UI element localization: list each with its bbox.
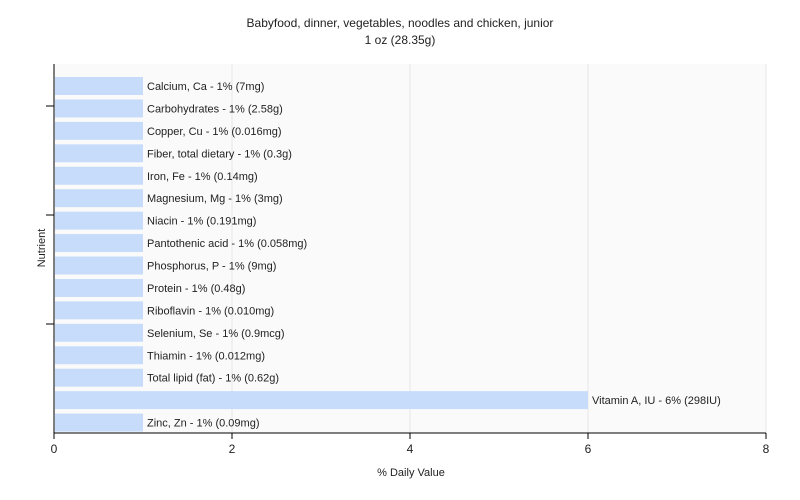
x-tick-label: 4	[407, 442, 414, 456]
bar	[55, 211, 143, 230]
bars: Calcium, Ca - 1% (7mg) Carbohydrates - 1%…	[55, 77, 721, 432]
bar-label: Vitamin A, IU - 6% (298IU)	[592, 395, 721, 407]
chart-subtitle: 1 oz (28.35g)	[365, 33, 436, 47]
bar-label: Total lipid (fat) - 1% (0.62g)	[147, 373, 279, 385]
grid	[231, 64, 767, 433]
chart-title: Babyfood, dinner, vegetables, noodles an…	[247, 16, 554, 30]
bar	[55, 234, 143, 253]
x-tick-label: 2	[229, 442, 236, 456]
bar	[55, 323, 143, 342]
x-tick-label: 8	[763, 442, 770, 456]
bar	[55, 278, 143, 297]
bar-label: Iron, Fe - 1% (0.14mg)	[147, 171, 258, 183]
bar-label: Pantothenic acid - 1% (0.058mg)	[147, 238, 307, 250]
bar-label: Niacin - 1% (0.191mg)	[147, 216, 256, 228]
bar-label: Magnesium, Mg - 1% (3mg)	[147, 193, 283, 205]
bar	[55, 121, 143, 140]
bar-label: Thiamin - 1% (0.012mg)	[147, 350, 265, 362]
bar-label: Copper, Cu - 1% (0.016mg)	[147, 126, 282, 138]
bar	[55, 413, 143, 432]
x-tick-label: 0	[51, 442, 58, 456]
bar	[55, 77, 143, 95]
bar	[55, 391, 588, 410]
bar	[55, 144, 143, 163]
bar-label: Carbohydrates - 1% (2.58g)	[147, 103, 283, 115]
x-tick-label: 6	[585, 442, 592, 456]
bar	[55, 301, 143, 320]
y-axis-label: Nutrient	[36, 229, 48, 268]
bar-label: Phosphorus, P - 1% (9mg)	[147, 261, 276, 273]
x-axis-label: % Daily Value	[377, 467, 445, 479]
bar-label: Selenium, Se - 1% (0.9mcg)	[147, 328, 285, 340]
bar-label: Fiber, total dietary - 1% (0.3g)	[147, 148, 292, 160]
bar-label: Zinc, Zn - 1% (0.09mg)	[147, 418, 259, 430]
bar	[55, 368, 143, 387]
bar-label: Protein - 1% (0.48g)	[147, 283, 245, 295]
bar	[55, 189, 143, 208]
bar	[55, 166, 143, 185]
bar	[55, 99, 143, 118]
bar-label: Calcium, Ca - 1% (7mg)	[147, 81, 264, 93]
bar-label: Riboflavin - 1% (0.010mg)	[147, 305, 274, 317]
bar	[55, 346, 143, 365]
x-ticks: 0 2 4 6 8	[51, 433, 770, 456]
bar	[55, 256, 143, 275]
